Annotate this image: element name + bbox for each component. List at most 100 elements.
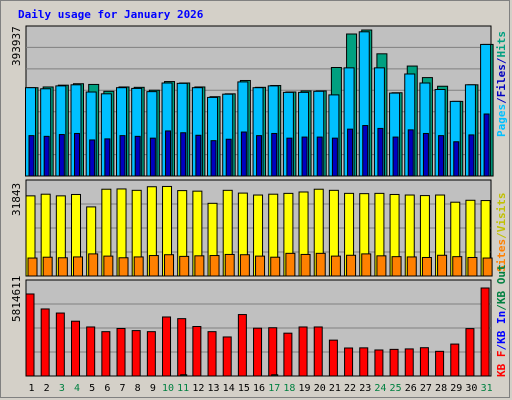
kbf-bar (25, 293, 35, 377)
sites-bar (224, 253, 235, 277)
sites-bar (270, 256, 281, 277)
x-tick-label: 22 (344, 383, 357, 394)
x-tick-label: 7 (119, 383, 126, 394)
pages-bar (240, 131, 247, 177)
sites-bar (179, 255, 190, 277)
pages-bar (165, 130, 172, 177)
sites-bar (42, 256, 53, 277)
pages-bar (453, 141, 460, 177)
sites-bar (27, 257, 38, 277)
x-tick-label: 12 (192, 383, 205, 394)
kbf-bar (237, 314, 247, 377)
panel2-ymax-label: 31843 (10, 182, 23, 216)
panel3-legend: KB F/KB In/KB Out (495, 264, 508, 377)
x-tick-label: 29 (450, 383, 463, 394)
pages-bar (119, 135, 126, 177)
sites-bar (376, 255, 387, 277)
kbf-bar (131, 330, 141, 377)
legend-sep: / (495, 97, 508, 104)
x-tick-label: 19 (298, 383, 311, 394)
kbf-bar (177, 318, 187, 377)
x-tick-label: 27 (419, 383, 432, 394)
kbf-bar (55, 312, 65, 377)
pages-bar (180, 132, 187, 177)
pages-bar (483, 113, 490, 177)
pages-bar (58, 134, 65, 177)
x-tick-label: 25 (389, 383, 402, 394)
x-tick-label: 17 (268, 383, 281, 394)
sites-bar (330, 255, 341, 277)
x-tick-label: 20 (313, 383, 326, 394)
sites-bar (285, 252, 296, 277)
x-tick-label: 23 (359, 383, 372, 394)
sites-bar (421, 256, 432, 277)
legend-visits: Visits (495, 192, 508, 233)
x-tick-label: 16 (253, 383, 266, 394)
pages-bar (301, 136, 308, 177)
pages-bar (225, 138, 232, 177)
kbf-bar (86, 326, 96, 377)
panel1-legend: Pages/Files/Hits (495, 31, 508, 137)
sites-bar (300, 253, 311, 277)
pages-bar (89, 139, 96, 177)
x-tick-label: 11 (177, 383, 190, 394)
sites-bar (437, 254, 448, 277)
kbf-bar (298, 326, 308, 377)
sites-bar (239, 254, 250, 277)
x-tick-label: 26 (404, 383, 417, 394)
x-tick-label: 21 (328, 383, 341, 394)
x-tick-label: 31 (480, 383, 493, 394)
sites-bar (452, 256, 463, 277)
kbf-bar (313, 326, 323, 377)
x-tick-label: 14 (222, 383, 235, 394)
legend-kbout: KB Out (495, 264, 508, 305)
kbf-bar (344, 347, 354, 377)
x-tick-label: 30 (465, 383, 478, 394)
pages-bar (149, 137, 156, 177)
kbf-bar (389, 348, 399, 377)
pages-bar (377, 127, 384, 177)
pages-bar (286, 137, 293, 177)
legend-pages: Pages (495, 103, 508, 137)
sites-bar (361, 253, 372, 277)
kbf-bar (419, 347, 429, 377)
pages-bar (331, 137, 338, 177)
kbf-bar (146, 331, 156, 377)
legend-hits: Hits (495, 31, 508, 58)
x-tick-label: 13 (207, 383, 220, 394)
sites-bar (118, 257, 129, 277)
x-tick-label: 5 (89, 383, 96, 394)
x-tick-label: 24 (374, 383, 387, 394)
pages-bar (256, 135, 263, 177)
kbf-bar (222, 336, 232, 377)
pages-bar (422, 132, 429, 177)
pages-bar (28, 135, 35, 177)
chart-title: Daily usage for January 2026 (18, 8, 204, 21)
kbf-bar (374, 349, 384, 377)
legend-sep: / (495, 304, 508, 311)
x-tick-label: 28 (435, 383, 448, 394)
sites-bar (467, 256, 478, 277)
sites-bar (133, 256, 144, 277)
sites-bar (255, 255, 266, 277)
legend-kbin: KB In (495, 310, 508, 344)
x-tick-label: 2 (43, 383, 50, 394)
kbf-bar (435, 350, 445, 377)
x-tick-label: 8 (134, 383, 141, 394)
x-tick-label: 9 (149, 383, 156, 394)
pages-bar (134, 135, 141, 177)
panel2-legend: Sites/Visits (495, 193, 508, 273)
sites-bar (482, 257, 493, 277)
kbf-bar (283, 332, 293, 377)
x-tick-label: 10 (161, 383, 175, 394)
sites-bar (315, 252, 326, 277)
pages-bar (43, 135, 50, 177)
sites-bar (88, 253, 99, 277)
sites-bar (346, 254, 357, 277)
pages-bar (468, 134, 475, 177)
x-tick-label: 6 (104, 383, 111, 394)
x-tick-label: 4 (73, 383, 81, 394)
kbf-bar (253, 327, 263, 377)
